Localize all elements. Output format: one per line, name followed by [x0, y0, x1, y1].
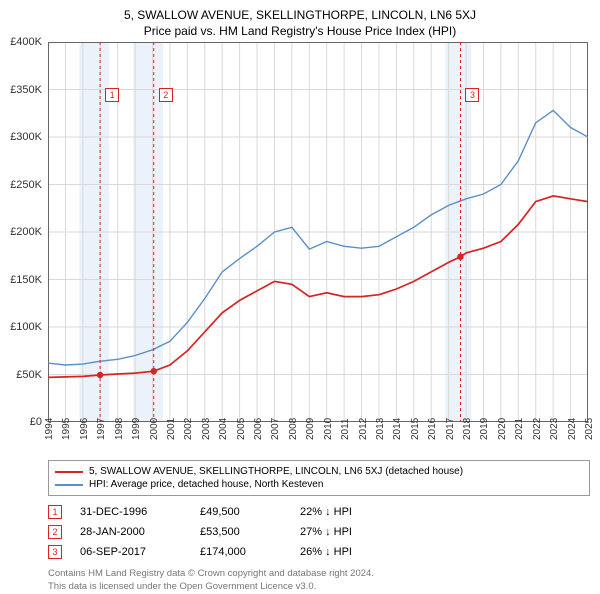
- y-tick-label: £350K: [10, 84, 42, 96]
- x-tick-label: 2012: [358, 418, 369, 440]
- x-tick-label: 2009: [305, 418, 316, 440]
- x-tick-label: 1997: [96, 418, 107, 440]
- sale-row: 2 28-JAN-2000£53,50027% ↓ HPI: [48, 522, 590, 542]
- x-tick-label: 2016: [427, 418, 438, 440]
- event-marker: 3: [465, 88, 479, 102]
- legend-item: HPI: Average price, detached house, Nort…: [55, 478, 583, 491]
- x-tick-label: 2000: [149, 418, 160, 440]
- sale-row: 3 06-SEP-2017£174,00026% ↓ HPI: [48, 542, 590, 562]
- x-tick-label: 1994: [44, 418, 55, 440]
- footer-line: Contains HM Land Registry data © Crown c…: [48, 568, 590, 581]
- sales-table: 1 31-DEC-1996£49,50022% ↓ HPI 2 28-JAN-2000…: [48, 502, 590, 562]
- y-tick-label: £300K: [10, 131, 42, 143]
- x-tick-label: 2020: [497, 418, 508, 440]
- y-tick-label: £150K: [10, 274, 42, 286]
- x-tick-label: 2002: [183, 418, 194, 440]
- chart-subtitle: Price paid vs. HM Land Registry's House …: [0, 22, 600, 42]
- legend-item: 5, SWALLOW AVENUE, SKELLINGTHORPE, LINCO…: [55, 465, 583, 478]
- sale-date: 31-DEC-1996: [80, 506, 200, 518]
- sale-date: 28-JAN-2000: [80, 526, 200, 538]
- legend: 5, SWALLOW AVENUE, SKELLINGTHORPE, LINCO…: [48, 460, 590, 496]
- x-tick-label: 1995: [61, 418, 72, 440]
- x-tick-label: 2025: [584, 418, 595, 440]
- x-tick-label: 2006: [253, 418, 264, 440]
- sale-row: 1 31-DEC-1996£49,50022% ↓ HPI: [48, 502, 590, 522]
- y-tick-label: £200K: [10, 226, 42, 238]
- x-tick-label: 2019: [479, 418, 490, 440]
- x-tick-label: 2005: [236, 418, 247, 440]
- sale-pct: 27% ↓ HPI: [300, 526, 420, 538]
- y-tick-label: £100K: [10, 321, 42, 333]
- y-tick-label: £50K: [16, 369, 42, 381]
- x-tick-label: 1998: [114, 418, 125, 440]
- x-tick-label: 2021: [514, 418, 525, 440]
- sale-marker: 3: [48, 545, 62, 559]
- x-tick-label: 2023: [549, 418, 560, 440]
- chart-svg: [48, 42, 588, 422]
- x-tick-label: 2010: [323, 418, 334, 440]
- footer-line: This data is licensed under the Open Gov…: [48, 581, 590, 594]
- x-tick-label: 2024: [567, 418, 578, 440]
- x-tick-label: 2007: [270, 418, 281, 440]
- sale-price: £174,000: [200, 546, 300, 558]
- sale-pct: 22% ↓ HPI: [300, 506, 420, 518]
- x-tick-label: 2022: [532, 418, 543, 440]
- x-tick-label: 2004: [218, 418, 229, 440]
- sale-pct: 26% ↓ HPI: [300, 546, 420, 558]
- x-tick-label: 2018: [462, 418, 473, 440]
- x-tick-label: 2011: [340, 418, 351, 440]
- event-marker: 1: [105, 88, 119, 102]
- x-tick-label: 1996: [79, 418, 90, 440]
- legend-swatch: [55, 484, 83, 486]
- x-tick-label: 2017: [445, 418, 456, 440]
- legend-swatch: [55, 471, 83, 473]
- x-tick-label: 1999: [131, 418, 142, 440]
- event-marker: 2: [159, 88, 173, 102]
- x-tick-label: 2003: [201, 418, 212, 440]
- sale-price: £49,500: [200, 506, 300, 518]
- x-tick-label: 2014: [392, 418, 403, 440]
- sale-date: 06-SEP-2017: [80, 546, 200, 558]
- x-tick-label: 2013: [375, 418, 386, 440]
- y-tick-label: £400K: [10, 36, 42, 48]
- sale-price: £53,500: [200, 526, 300, 538]
- y-tick-label: £0: [30, 416, 42, 428]
- sale-marker: 2: [48, 525, 62, 539]
- chart-area: £0£50K£100K£150K£200K£250K£300K£350K£400…: [48, 42, 588, 422]
- series-property: [48, 196, 588, 378]
- x-tick-label: 2008: [288, 418, 299, 440]
- y-tick-label: £250K: [10, 179, 42, 191]
- chart-title: 5, SWALLOW AVENUE, SKELLINGTHORPE, LINCO…: [0, 0, 600, 22]
- legend-label: 5, SWALLOW AVENUE, SKELLINGTHORPE, LINCO…: [89, 466, 463, 477]
- x-tick-label: 2015: [410, 418, 421, 440]
- x-tick-label: 2001: [166, 418, 177, 440]
- legend-label: HPI: Average price, detached house, Nort…: [89, 479, 323, 490]
- sale-marker: 1: [48, 505, 62, 519]
